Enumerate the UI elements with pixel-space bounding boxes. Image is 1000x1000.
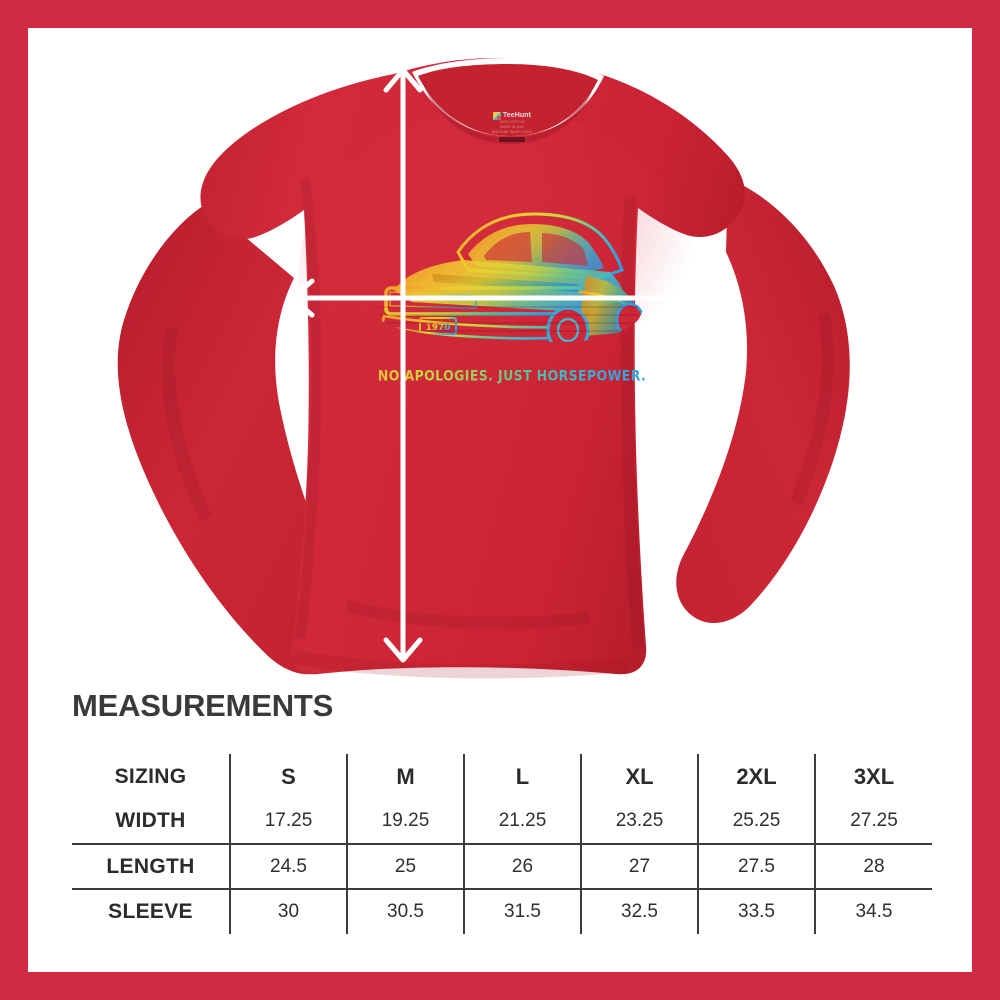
shirt-left-sleeve	[117, 204, 351, 675]
cell-sleeve-m: 30.5	[347, 889, 465, 934]
table-row: LENGTH 24.5 25 26 27 27.5 28	[72, 844, 932, 890]
cell-width-2xl: 25.25	[698, 799, 816, 845]
length-arrow-head-bottom	[383, 637, 423, 663]
length-arrow-head-top	[383, 67, 423, 93]
content-stage: TeeHunt 100% COTTON MADE IN USA MACHINE …	[28, 28, 972, 972]
cell-length-m: 25	[347, 844, 465, 890]
frame-border-top	[0, 0, 1000, 28]
column-header-xl: XL	[581, 754, 699, 799]
column-header-l: L	[464, 754, 582, 799]
cell-width-xl: 23.25	[581, 799, 699, 845]
column-header-3xl: 3XL	[853, 763, 895, 789]
shirt-right-sleeve	[676, 178, 850, 624]
cell-sleeve-3xl: 34.5	[855, 901, 893, 922]
row-label-sleeve: SLEEVE	[72, 889, 231, 934]
cell-width-3xl: 27.25	[815, 799, 932, 845]
cell-length-2xl: 27.5	[698, 844, 816, 890]
cell-sleeve-xl: 32.5	[581, 889, 699, 934]
cell-length-xl: 27	[581, 844, 699, 890]
row-label-width: WIDTH	[72, 799, 231, 845]
measurements-section: MEASUREMENTS SIZING S M L XL 2XL 3XL	[72, 688, 932, 934]
column-header-m: M	[347, 754, 465, 799]
column-header-2xl: 2XL	[698, 754, 816, 799]
row-label-length: LENGTH	[72, 844, 231, 890]
cell-width-m: 19.25	[347, 799, 465, 845]
width-arrow-head-right	[671, 278, 695, 318]
table-header-row: SIZING S M L XL 2XL 3XL	[72, 754, 932, 799]
frame-border-left	[0, 0, 28, 1000]
cell-length-s: 24.5	[230, 844, 348, 890]
table-row: SLEEVE 30 30.5 31.5 32.5 33.5 34.5	[72, 889, 932, 934]
cell-length-3xl: 28	[815, 844, 932, 890]
cell-length-l: 26	[464, 844, 582, 890]
measurement-arrows	[289, 67, 695, 663]
measurements-title: MEASUREMENTS	[72, 688, 334, 723]
product-image: TeeHunt 100% COTTON MADE IN USA MACHINE …	[28, 28, 972, 688]
cell-sleeve-l: 31.5	[464, 889, 582, 934]
cell-width-l: 21.25	[464, 799, 582, 845]
shirt-hem-shadow	[292, 650, 630, 679]
column-header-s: S	[230, 754, 348, 799]
cell-sleeve-2xl: 33.5	[698, 889, 816, 934]
size-chart-table: SIZING S M L XL 2XL 3XL WIDTH 17.25 19.2…	[72, 754, 932, 934]
frame-border-right	[972, 0, 1000, 1000]
shirt-collar	[412, 58, 604, 144]
cell-sleeve-s: 30	[230, 889, 348, 934]
cell-width-s: 17.25	[230, 799, 348, 845]
width-arrow-head-left	[289, 278, 315, 318]
column-header-sizing: SIZING	[72, 754, 231, 799]
frame-border-bottom	[0, 972, 1000, 1000]
table-row: WIDTH 17.25 19.25 21.25 23.25 25.25 27.2…	[72, 799, 932, 845]
shirt-illustration	[117, 58, 850, 679]
